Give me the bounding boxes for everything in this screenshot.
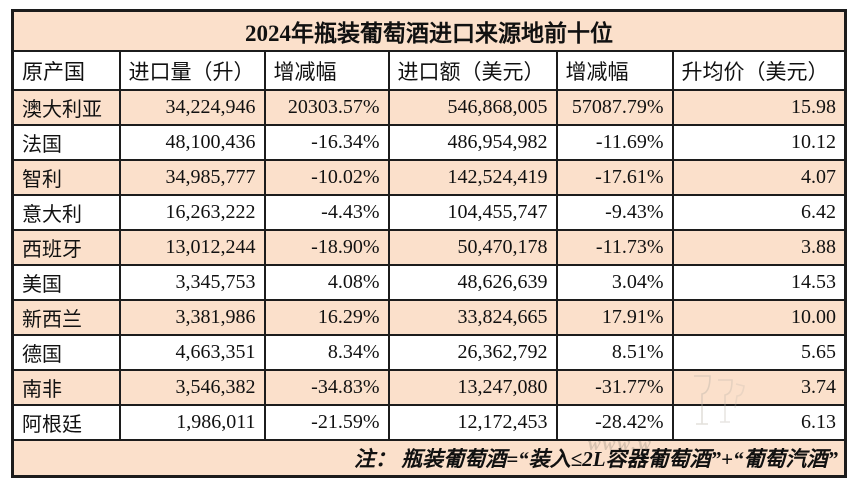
country-cell: 新西兰 <box>11 299 121 336</box>
volume-cell: 4,663,351 <box>118 334 266 371</box>
col-header-country: 原产国 <box>11 50 121 91</box>
volume-cell: 34,224,946 <box>118 89 266 126</box>
price-cell: 6.42 <box>671 194 847 231</box>
volume-change-cell: -34.83% <box>263 369 390 406</box>
value-change-cell: -31.77% <box>555 369 674 406</box>
value-cell: 546,868,005 <box>387 89 558 126</box>
volume-cell: 34,985,777 <box>118 159 266 196</box>
value-cell: 12,172,453 <box>387 404 558 441</box>
volume-change-cell: -16.34% <box>263 124 390 161</box>
col-header-price: 升均价（美元） <box>671 50 847 91</box>
table-note-row: 注： 瓶装葡萄酒=“装入≤2L容器葡萄酒”+“葡萄汽酒” <box>11 439 847 478</box>
table-title: 2024年瓶装葡萄酒进口来源地前十位 <box>11 9 847 52</box>
price-cell: 3.74 <box>671 369 847 406</box>
table-row: 智利 34,985,777 -10.02% 142,524,419 -17.61… <box>11 159 847 196</box>
table-row: 南非 3,546,382 -34.83% 13,247,080 -31.77% … <box>11 369 847 406</box>
price-cell: 10.00 <box>671 299 847 336</box>
volume-change-cell: 16.29% <box>263 299 390 336</box>
col-header-volume-change: 增减幅 <box>263 50 390 91</box>
volume-change-cell: -18.90% <box>263 229 390 266</box>
wine-import-table: 2024年瓶装葡萄酒进口来源地前十位 原产国 进口量（升） 增减幅 进口额（美元… <box>11 9 847 478</box>
volume-cell: 3,381,986 <box>118 299 266 336</box>
volume-change-cell: -21.59% <box>263 404 390 441</box>
volume-cell: 3,546,382 <box>118 369 266 406</box>
table-row: 德国 4,663,351 8.34% 26,362,792 8.51% 5.65 <box>11 334 847 371</box>
country-cell: 意大利 <box>11 194 121 231</box>
volume-cell: 13,012,244 <box>118 229 266 266</box>
value-change-cell: -28.42% <box>555 404 674 441</box>
table-note: 注： 瓶装葡萄酒=“装入≤2L容器葡萄酒”+“葡萄汽酒” <box>11 439 847 478</box>
country-cell: 法国 <box>11 124 121 161</box>
price-cell: 10.12 <box>671 124 847 161</box>
country-cell: 阿根廷 <box>11 404 121 441</box>
volume-change-cell: -4.43% <box>263 194 390 231</box>
country-cell: 南非 <box>11 369 121 406</box>
volume-change-cell: 8.34% <box>263 334 390 371</box>
country-cell: 西班牙 <box>11 229 121 266</box>
table-row: 美国 3,345,753 4.08% 48,626,639 3.04% 14.5… <box>11 264 847 301</box>
value-cell: 486,954,982 <box>387 124 558 161</box>
volume-change-cell: 20303.57% <box>263 89 390 126</box>
table-row: 法国 48,100,436 -16.34% 486,954,982 -11.69… <box>11 124 847 161</box>
value-cell: 26,362,792 <box>387 334 558 371</box>
table-row: 澳大利亚 34,224,946 20303.57% 546,868,005 57… <box>11 89 847 126</box>
table-row: 阿根廷 1,986,011 -21.59% 12,172,453 -28.42%… <box>11 404 847 441</box>
table-row: 意大利 16,263,222 -4.43% 104,455,747 -9.43%… <box>11 194 847 231</box>
value-change-cell: 17.91% <box>555 299 674 336</box>
value-cell: 33,824,665 <box>387 299 558 336</box>
value-cell: 50,470,178 <box>387 229 558 266</box>
country-cell: 澳大利亚 <box>11 89 121 126</box>
country-cell: 智利 <box>11 159 121 196</box>
volume-cell: 3,345,753 <box>118 264 266 301</box>
price-cell: 5.65 <box>671 334 847 371</box>
table-header-row: 原产国 进口量（升） 增减幅 进口额（美元） 增减幅 升均价（美元） <box>11 50 847 91</box>
price-cell: 14.53 <box>671 264 847 301</box>
value-change-cell: 3.04% <box>555 264 674 301</box>
col-header-volume: 进口量（升） <box>118 50 266 91</box>
value-change-cell: 57087.79% <box>555 89 674 126</box>
value-cell: 48,626,639 <box>387 264 558 301</box>
price-cell: 15.98 <box>671 89 847 126</box>
value-cell: 104,455,747 <box>387 194 558 231</box>
value-cell: 13,247,080 <box>387 369 558 406</box>
volume-cell: 48,100,436 <box>118 124 266 161</box>
price-cell: 6.13 <box>671 404 847 441</box>
col-header-value-change: 增减幅 <box>555 50 674 91</box>
volume-cell: 16,263,222 <box>118 194 266 231</box>
import-table-container: 2024年瓶装葡萄酒进口来源地前十位 原产国 进口量（升） 增减幅 进口额（美元… <box>11 9 847 478</box>
volume-change-cell: -10.02% <box>263 159 390 196</box>
table-row: 西班牙 13,012,244 -18.90% 50,470,178 -11.73… <box>11 229 847 266</box>
table-title-row: 2024年瓶装葡萄酒进口来源地前十位 <box>11 9 847 52</box>
price-cell: 4.07 <box>671 159 847 196</box>
table-row: 新西兰 3,381,986 16.29% 33,824,665 17.91% 1… <box>11 299 847 336</box>
volume-cell: 1,986,011 <box>118 404 266 441</box>
country-cell: 美国 <box>11 264 121 301</box>
col-header-value: 进口额（美元） <box>387 50 558 91</box>
value-change-cell: -9.43% <box>555 194 674 231</box>
volume-change-cell: 4.08% <box>263 264 390 301</box>
value-change-cell: -11.73% <box>555 229 674 266</box>
price-cell: 3.88 <box>671 229 847 266</box>
value-change-cell: 8.51% <box>555 334 674 371</box>
country-cell: 德国 <box>11 334 121 371</box>
value-change-cell: -11.69% <box>555 124 674 161</box>
value-cell: 142,524,419 <box>387 159 558 196</box>
value-change-cell: -17.61% <box>555 159 674 196</box>
